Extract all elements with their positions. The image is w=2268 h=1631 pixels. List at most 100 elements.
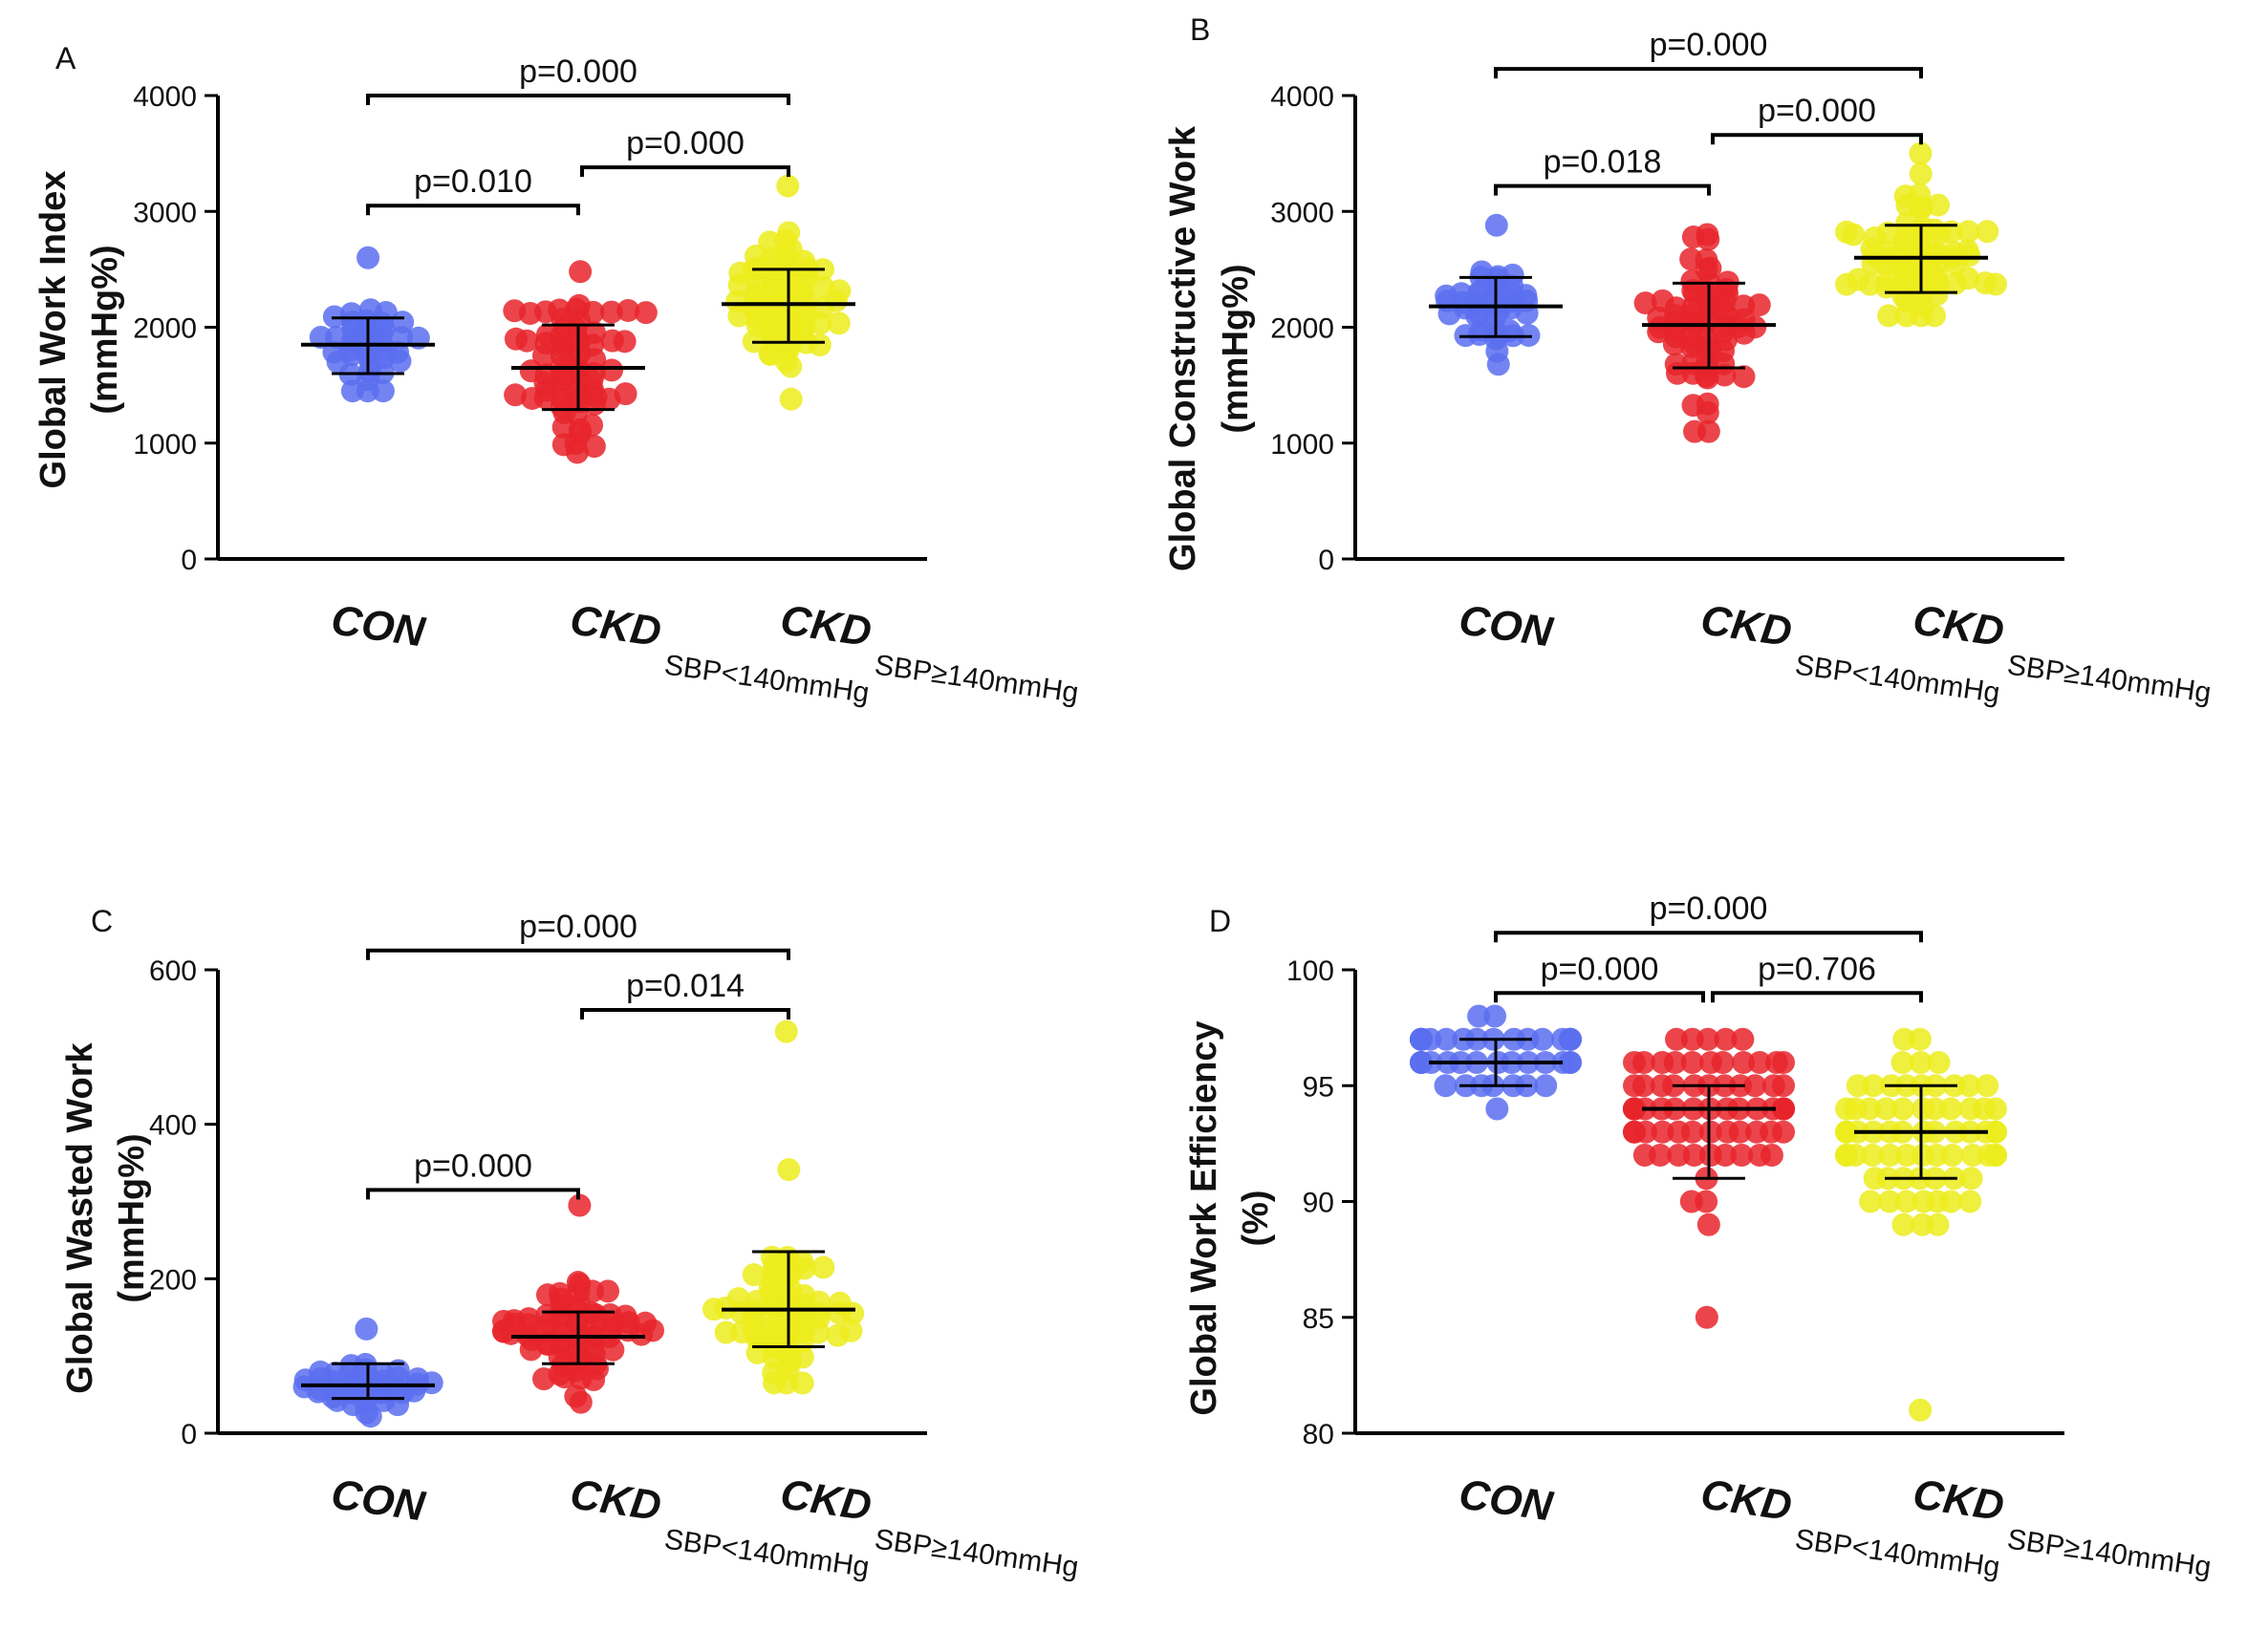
category-name: CON: [329, 1470, 429, 1530]
data-point: [1623, 1051, 1646, 1074]
category-name: CKD: [778, 596, 875, 655]
data-point: [1651, 1120, 1674, 1144]
category-name: CKD: [568, 596, 664, 655]
data-point: [580, 414, 604, 438]
data-point: [1861, 1144, 1885, 1167]
p-value-label: p=0.000: [519, 909, 637, 945]
data-point: [761, 1267, 785, 1291]
data-point: [402, 1379, 426, 1403]
data-point: [1892, 1027, 1916, 1051]
data-point: [777, 1158, 801, 1182]
data-point: [1976, 1074, 1999, 1098]
data-point: [760, 301, 784, 325]
data-point: [582, 435, 606, 459]
category-label: CON: [1457, 1470, 1557, 1530]
data-point: [1501, 263, 1524, 287]
group-ckd-low: [1623, 1027, 1795, 1329]
data-point: [386, 340, 410, 364]
data-point: [779, 387, 803, 411]
data-point: [1682, 332, 1706, 355]
data-point: [792, 1256, 816, 1280]
data-point: [564, 1384, 588, 1408]
data-point: [520, 1328, 544, 1352]
data-point: [1484, 327, 1508, 351]
category-label: CON: [329, 596, 429, 655]
data-point: [1909, 141, 1933, 165]
p-value-label: p=0.000: [1650, 27, 1768, 63]
data-point: [1923, 304, 1947, 328]
data-point: [1698, 1120, 1722, 1144]
data-point: [583, 348, 607, 372]
data-point: [824, 289, 848, 312]
data-point: [1772, 1074, 1795, 1098]
group-ckd-low: [503, 260, 658, 464]
data-point: [1923, 1097, 1947, 1121]
y-tick-label: 80: [1303, 1419, 1334, 1450]
data-point: [1623, 1120, 1646, 1144]
panel-letter: D: [1209, 904, 1231, 938]
data-point: [1714, 1027, 1738, 1051]
data-point: [1632, 1144, 1656, 1167]
data-point: [774, 1019, 798, 1043]
data-point: [790, 1371, 814, 1395]
data-point: [1956, 267, 1980, 290]
category-subscript: SBP≥140mmHg: [2005, 1523, 2213, 1583]
data-point: [1923, 218, 1947, 242]
data-point: [1534, 1074, 1558, 1098]
y-tick-label: 2000: [133, 313, 197, 345]
data-point: [1958, 1190, 1982, 1213]
data-point: [568, 1273, 592, 1297]
data-point: [1984, 1144, 2007, 1167]
group-con: [1410, 1004, 1582, 1121]
y-axis-unit: (mmHg%): [112, 1133, 152, 1302]
data-point: [1927, 193, 1951, 217]
data-point: [1559, 1027, 1582, 1051]
panel-letter: B: [1190, 12, 1210, 47]
data-point: [790, 1329, 814, 1353]
data-point: [1891, 259, 1915, 283]
group-con: [292, 1317, 443, 1428]
data-point: [1410, 1027, 1433, 1051]
data-point: [596, 1279, 620, 1303]
data-point: [1891, 1213, 1915, 1236]
data-point: [614, 382, 637, 406]
significance-bracket: p=0.018: [1494, 144, 1711, 196]
y-tick-label: 100: [1286, 955, 1334, 987]
significance-bracket: p=0.000: [1711, 93, 1923, 145]
category-subscript: SBP<140mmHg: [662, 1523, 871, 1583]
category-subscript: SBP<140mmHg: [1793, 649, 2001, 709]
data-point: [1711, 1051, 1735, 1074]
data-point: [1895, 1144, 1919, 1167]
data-point: [1435, 1027, 1458, 1051]
bracket-line: [580, 165, 790, 178]
data-point: [760, 1245, 784, 1269]
p-value-label: p=0.014: [626, 968, 745, 1004]
data-point: [613, 330, 637, 354]
category-name: CON: [329, 596, 429, 655]
data-point: [551, 308, 574, 332]
data-point: [1696, 1213, 1720, 1236]
group-ckd-high: [1835, 141, 2007, 328]
data-point: [1484, 213, 1508, 237]
category-name: CKD: [1698, 1470, 1795, 1530]
category-subscript: SBP≥140mmHg: [2005, 649, 2213, 709]
data-point: [1650, 1074, 1674, 1098]
significance-bracket: p=0.010: [366, 163, 580, 216]
data-point: [811, 1255, 835, 1279]
significance-bracket: p=0.000: [580, 125, 790, 178]
category-subscript: SBP<140mmHg: [1793, 1523, 2001, 1583]
data-point: [1434, 1074, 1458, 1098]
data-point: [1696, 366, 1719, 390]
data-point: [552, 400, 576, 424]
data-point: [1695, 1305, 1718, 1329]
group-ckd-low: [492, 1193, 664, 1414]
y-tick-label: 3000: [133, 197, 197, 228]
p-value-label: p=0.000: [626, 125, 745, 161]
data-point: [742, 1263, 766, 1287]
bracket-line: [580, 1008, 790, 1020]
data-point: [1732, 1051, 1756, 1074]
data-point: [355, 1317, 378, 1341]
data-point: [1835, 1120, 1858, 1144]
y-tick-label: 95: [1303, 1071, 1334, 1103]
